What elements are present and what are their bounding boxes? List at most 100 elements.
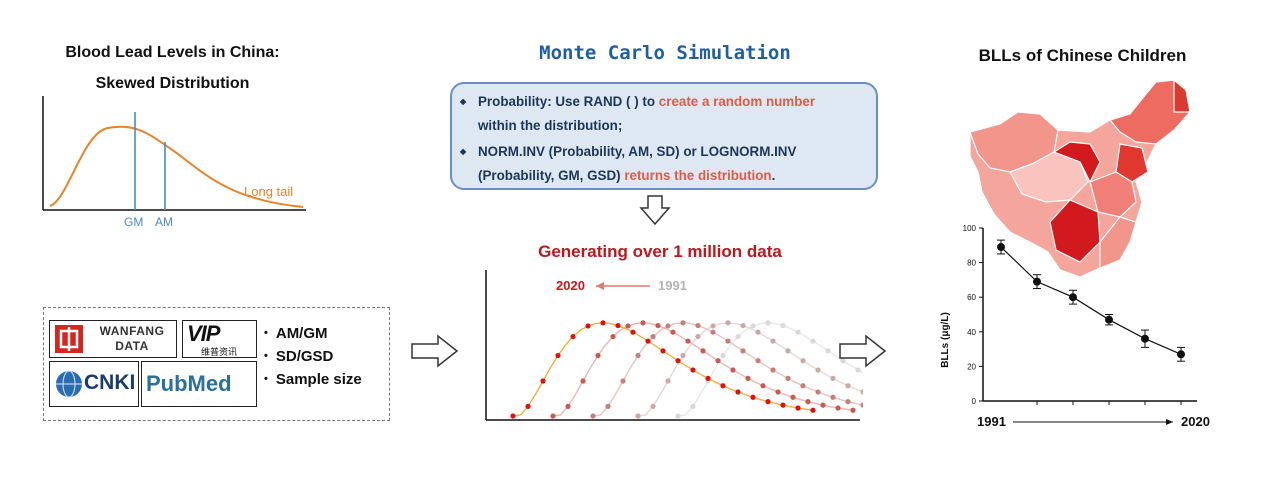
simulation-plot: 2020 1991 xyxy=(485,270,863,421)
wanfang-logo: WANFANG DATA xyxy=(49,320,177,358)
sim-curve-1991-dot xyxy=(855,367,861,373)
sim-curve-2020-dot xyxy=(540,378,546,384)
bll-ytick-label: 20 xyxy=(967,362,976,371)
sim-curve-3-dot xyxy=(550,413,556,419)
sim-curve-1991-dot xyxy=(690,403,696,409)
sim-curve-1991-dot xyxy=(735,333,741,340)
sim-curve-3-dot xyxy=(805,399,811,405)
sim-curve-3-dot xyxy=(610,333,616,340)
sim-curve-2020-dot xyxy=(795,405,801,411)
sim-curve-1991-dot xyxy=(840,358,846,364)
sim-curve-1-dot xyxy=(695,333,701,340)
wanfang-icon xyxy=(55,325,83,353)
sim-curve-1-dot xyxy=(815,367,821,373)
year-2020-label: 2020 xyxy=(556,278,585,293)
sim-curve-1-dot xyxy=(845,383,851,389)
sim-curve-1-dot xyxy=(665,378,671,384)
cnki-logo: CNKI xyxy=(49,361,139,407)
sim-curve-1-dot xyxy=(755,329,761,335)
sim-curve-1-dot xyxy=(725,320,731,326)
sim-curve-1-dot xyxy=(680,352,686,359)
china-map xyxy=(969,78,1191,278)
monte-carlo-box: Probability: Use RAND ( ) to create a ra… xyxy=(450,82,878,190)
sim-curve-2020-dot xyxy=(705,375,711,381)
am-label: AM xyxy=(155,215,173,229)
sim-curve-1-dot xyxy=(740,322,746,329)
mc-item-1-text: Probability: Use RAND ( ) to xyxy=(478,94,659,109)
sim-curve-1991-dot xyxy=(720,352,726,359)
sim-curve-2020-dot xyxy=(750,394,756,400)
sim-curve-2-dot xyxy=(740,348,746,354)
sim-curve-3-dot xyxy=(685,338,691,344)
bll-title: BLLs of Chinese Children xyxy=(978,46,1187,65)
sim-curve-3-dot xyxy=(820,402,826,408)
bll-point xyxy=(1141,334,1149,343)
bullet-am-gm: AM/GM xyxy=(264,323,362,346)
monte-carlo-title: Monte Carlo Simulation xyxy=(539,42,791,64)
sim-curve-1991-dot xyxy=(825,348,831,354)
sim-curve-2020-dot xyxy=(735,389,741,395)
sim-curve-3-dot xyxy=(835,405,841,411)
sim-curve-2020-dot xyxy=(570,333,576,340)
pubmed-text: PubMed xyxy=(146,371,232,396)
database-box: WANFANG DATA VIP 维普资讯 CNKI PubMed AM/GM … xyxy=(43,307,390,421)
sim-curve-1991-dot xyxy=(750,323,756,329)
bll-point xyxy=(1105,315,1113,324)
sim-curve-2020-dot xyxy=(555,352,561,359)
bll-ytick-label: 0 xyxy=(972,397,977,406)
skew-title-line2: Skewed Distribution xyxy=(95,75,250,92)
skew-title-line1: Blood Lead Levels in China: xyxy=(65,44,280,61)
sim-curve-1991-dot xyxy=(765,320,771,326)
sim-curve-2-dot xyxy=(710,329,716,335)
sim-curve-3-dot xyxy=(580,378,586,384)
sim-curve-2-dot xyxy=(620,378,626,384)
sim-curve-1-dot xyxy=(785,348,791,354)
sim-curve-3-dot xyxy=(850,407,856,413)
right-arrow-icon-2 xyxy=(839,334,887,368)
skewed-distribution-diagram: GM AM Long tail xyxy=(42,96,306,229)
sim-curve-2-dot xyxy=(665,323,671,329)
sim-curve-2020-dot xyxy=(780,402,786,408)
sim-curve-2-dot xyxy=(830,394,836,400)
sim-curve-3-dot xyxy=(790,394,796,400)
sim-curve-2-dot xyxy=(725,338,731,344)
sim-curve-2020-dot xyxy=(765,399,771,405)
skew-curve xyxy=(49,125,304,208)
sim-curve-1991-dot xyxy=(780,322,786,329)
down-arrow-icon xyxy=(639,195,671,226)
bll-point xyxy=(997,243,1005,252)
sim-curve-3-dot xyxy=(775,389,781,395)
map-region-tibet xyxy=(1009,151,1089,203)
wanfang-text-1: WANFANG xyxy=(99,324,165,338)
map-region-north xyxy=(1115,143,1149,183)
sim-curve-2020-dot xyxy=(810,407,816,413)
sim-curve-1-dot xyxy=(860,389,863,395)
gm-label: GM xyxy=(124,215,143,229)
sim-curve-2-dot xyxy=(590,413,596,419)
x-start-label: 1991 xyxy=(977,414,1006,429)
x-span-arrow-head-icon xyxy=(1166,419,1173,425)
sim-curve-2-dot xyxy=(785,375,791,381)
simulated-distributions xyxy=(510,320,863,419)
sim-curve-3-dot xyxy=(655,322,661,329)
sim-curve-3-dot xyxy=(670,329,676,335)
bll-ylabel: BLLs (μg/L) xyxy=(940,312,951,368)
cnki-globe-icon xyxy=(56,370,82,398)
bll-ytick-label: 100 xyxy=(963,224,977,233)
sim-curve-2020-dot xyxy=(690,367,696,373)
sim-curve-1-dot xyxy=(800,358,806,364)
sim-curve-2-line xyxy=(592,322,863,417)
sim-curve-1991-dot xyxy=(795,329,801,335)
sim-curve-2-dot xyxy=(605,403,611,409)
sim-curve-1-dot xyxy=(830,375,836,381)
map-region-qinghai xyxy=(1052,141,1101,184)
map-region-south xyxy=(1099,216,1137,269)
sim-curve-1-dot xyxy=(650,403,656,409)
sim-curve-2-dot xyxy=(860,402,863,408)
vip-logo: VIP 维普资讯 xyxy=(182,320,257,358)
sim-curve-2-dot xyxy=(845,399,851,405)
sim-curve-2-dot xyxy=(755,358,761,364)
bll-point xyxy=(1177,350,1185,359)
sim-curve-3-dot xyxy=(565,403,571,409)
sim-curve-2020-dot xyxy=(660,348,666,354)
